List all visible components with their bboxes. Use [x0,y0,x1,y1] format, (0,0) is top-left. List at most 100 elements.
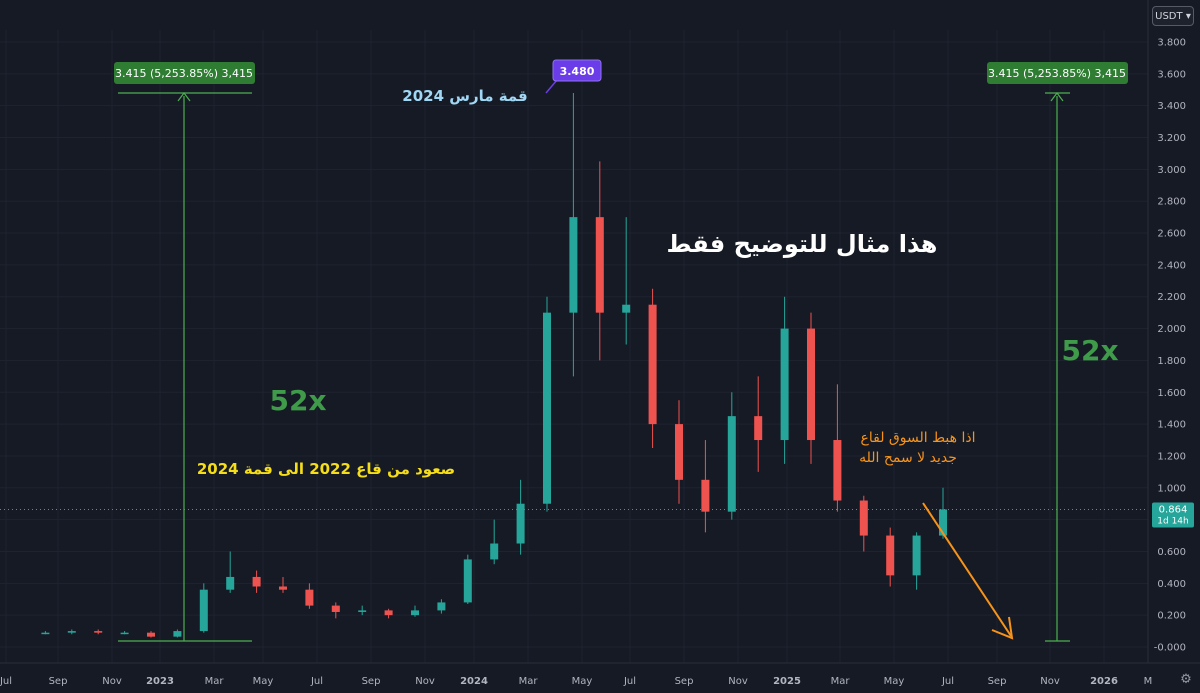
candle-body [886,535,895,576]
x-tick-label: Sep [49,676,68,687]
candle-body [701,479,710,512]
candle-body [543,312,551,504]
peak-callout[interactable]: 3.480 [545,59,602,94]
candle-body [94,631,103,633]
drop-note-line2: جديد لا سمح الله [859,450,957,466]
candle-body [754,416,763,441]
measure-label-right: 3.415 (5,253.85%) 3,415 [988,67,1126,80]
candle-body [516,503,525,544]
x-tick-label: Sep [988,676,1007,687]
candle-body [939,509,947,536]
candle-body [833,440,842,501]
y-tick-label: 3.600 [1157,69,1186,80]
candle-body [780,328,789,441]
candle-body [147,632,155,637]
x-tick-label: Mar [831,676,851,687]
candle-body [595,217,604,313]
measure-tool-right[interactable]: 3.415 (5,253.85%) 3,415 [987,62,1128,642]
grid-lines [0,30,1149,663]
candle-body [279,586,287,590]
x-tick-label: Mar [519,676,539,687]
measure-label-right-box [987,62,1128,84]
x-tick-label: 2024 [460,676,488,687]
candle-body [569,217,578,313]
last-price-countdown: 1d 14h [1157,516,1188,526]
candle-body [67,631,76,633]
candle-body [199,589,208,632]
y-tick-label: 1.600 [1157,388,1186,399]
y-tick-label: 2.200 [1157,292,1186,303]
y-tick-label: -0.000 [1154,643,1186,654]
candle-body [912,535,921,576]
y-tick-label: 0.200 [1157,611,1186,622]
x-tick-label: May [884,676,905,687]
candle-series [41,92,947,638]
x-tick-label: Jul [0,676,12,687]
y-tick-label: 3.800 [1157,38,1186,49]
y-tick-label: 1.400 [1157,420,1186,431]
multiple-left: 52x [269,384,326,417]
y-tick-label: 3.200 [1157,133,1186,144]
candle-body [648,304,657,425]
x-tick-label: Nov [1040,676,1060,687]
candle-body [727,416,736,512]
candle-body [358,610,367,612]
x-tick-label: Jul [623,676,636,687]
x-tick-label: 2023 [146,676,174,687]
y-tick-label: 3.400 [1157,101,1186,112]
y-tick-label: 1.000 [1157,483,1186,494]
y-tick-label: 3.000 [1157,165,1186,176]
candle-body [305,589,314,606]
x-tick-label: May [572,676,593,687]
time-axis: Jul Sep Nov 2023 Mar May Jul Sep Nov 2024 Mar May Ju… [0,676,1152,687]
x-tick-label: Jul [941,676,954,687]
rise-note: صعود من قاع 2022 الى قمة 2024 [197,460,455,478]
x-tick-label: M [1144,676,1153,687]
peak-label: قمة مارس 2024 [402,87,527,105]
down-arrow[interactable] [922,502,1014,640]
drop-note-line1: اذا هبط السوق لقاع [861,430,976,446]
candle-body [675,424,683,480]
x-tick-label: Nov [728,676,748,687]
peak-badge: 3.480 [560,65,595,78]
y-tick-label: 0.600 [1157,547,1186,558]
currency-selector[interactable]: USDT ▾ [1152,6,1194,26]
x-tick-label: May [253,676,274,687]
last-price-marker: 0.864 1d 14h [1152,502,1194,528]
x-tick-label: Sep [675,676,694,687]
x-tick-label: Mar [205,676,225,687]
measure-label-left: 3.415 (5,253.85%) 3,415 [115,67,253,80]
price-axis: 3.800 3.600 3.400 3.200 3.000 2.800 2.600 2.400… [0,0,1200,664]
candle-body [859,500,868,536]
candle-body [490,543,499,560]
multiple-right: 52x [1061,334,1118,367]
y-tick-label: 0.400 [1157,579,1186,590]
candle-body [384,610,393,616]
candle-body [120,632,129,635]
x-tick-label: 2025 [773,676,801,687]
gear-icon[interactable]: ⚙ [1180,672,1192,687]
x-tick-label: Nov [415,676,435,687]
candle-body [437,602,446,611]
y-tick-label: 1.200 [1157,451,1186,462]
y-tick-label: 2.400 [1157,260,1186,271]
candle-body [226,576,235,590]
last-price-value: 0.864 [1159,504,1188,515]
disclaimer-text: هذا مثال للتوضيح فقط [667,230,938,258]
candle-body [331,605,340,612]
y-tick-label: 2.800 [1157,197,1186,208]
currency-label: USDT [1155,11,1183,22]
measure-tool-left[interactable]: 3.415 (5,253.85%) 3,415 [114,62,255,642]
candle-body [41,632,50,635]
candle-body [807,328,815,441]
y-tick-label: 2.600 [1157,229,1186,240]
candle-body [252,576,261,587]
y-tick-label: 1.800 [1157,356,1186,367]
measure-label-left-box [114,62,255,84]
candle-body [463,559,472,603]
candle-body [622,304,631,313]
chevron-down-icon: ▾ [1185,11,1191,22]
x-tick-label: 2026 [1090,676,1118,687]
x-tick-label: Sep [362,676,381,687]
